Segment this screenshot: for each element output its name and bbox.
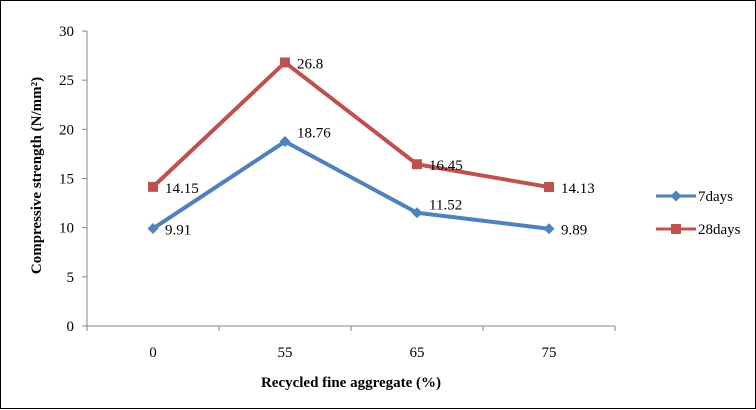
y-tick-label: 20 bbox=[59, 122, 74, 138]
y-tick-label: 30 bbox=[59, 24, 74, 40]
data-label: 9.89 bbox=[561, 223, 587, 239]
data-label: 14.15 bbox=[165, 181, 199, 197]
legend-28days-marker bbox=[671, 224, 681, 234]
x-tick-label: 75 bbox=[542, 345, 557, 361]
x-axis-title: Recycled fine aggregate (%) bbox=[261, 375, 441, 391]
y-tick-label: 0 bbox=[67, 319, 75, 335]
series-point-28days-marker bbox=[280, 57, 290, 68]
legend: 7days 28days bbox=[656, 189, 741, 238]
series-point-28days-marker bbox=[544, 182, 554, 193]
data-label: 9.91 bbox=[165, 223, 191, 239]
series-layer: 9.91 18.76 11.52 9.89 14.15 26.8 16.45 14.13 bbox=[147, 56, 595, 239]
data-label: 16.45 bbox=[429, 158, 463, 174]
series-point-7days-marker bbox=[147, 223, 159, 235]
series-line-28days bbox=[151, 60, 550, 190]
y-tick-label: 5 bbox=[67, 270, 75, 286]
data-label: 18.76 bbox=[297, 126, 331, 142]
series-line-7days bbox=[151, 139, 550, 231]
x-tick-label: 0 bbox=[149, 345, 157, 361]
x-tick-label: 65 bbox=[410, 345, 425, 361]
y-tick-label: 10 bbox=[59, 221, 74, 237]
legend-label: 28days bbox=[698, 222, 741, 238]
series-point-7days-marker bbox=[543, 223, 555, 235]
y-tick-label: 25 bbox=[59, 73, 74, 89]
axes: 0 5 10 15 20 25 30 0 55 65 75 bbox=[59, 24, 616, 361]
legend-label: 7days bbox=[698, 189, 733, 205]
series-point-28days-marker bbox=[412, 159, 422, 170]
data-label: 11.52 bbox=[429, 198, 462, 214]
x-tick-label: 55 bbox=[278, 345, 293, 361]
y-axis-title: Compressive strength (N/mm²) bbox=[29, 77, 45, 274]
series-7days: 9.91 18.76 11.52 9.89 bbox=[147, 126, 587, 239]
y-tick-label: 15 bbox=[59, 172, 74, 188]
series-point-7days-marker bbox=[411, 207, 423, 219]
series-point-28days-marker bbox=[148, 181, 158, 192]
series-point-7days-marker bbox=[279, 136, 291, 148]
data-label: 26.8 bbox=[297, 56, 323, 72]
legend-7days-marker bbox=[670, 190, 682, 202]
data-label: 14.13 bbox=[561, 181, 595, 197]
series-28days: 14.15 26.8 16.45 14.13 bbox=[148, 56, 595, 197]
